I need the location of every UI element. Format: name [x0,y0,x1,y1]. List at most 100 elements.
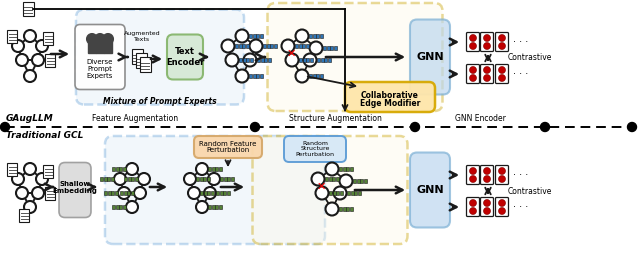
Bar [124,191,127,195]
Bar [22,2,33,16]
Circle shape [12,173,24,185]
Circle shape [483,168,490,175]
Bar [320,74,323,78]
Text: ✕: ✕ [316,182,326,192]
Circle shape [339,175,353,188]
Bar [339,207,342,211]
Bar [140,57,150,71]
Circle shape [134,187,146,199]
Bar [45,53,55,67]
Bar [243,44,245,48]
Bar [260,58,264,62]
Circle shape [312,172,324,186]
Circle shape [285,53,298,67]
Bar [325,177,328,181]
Circle shape [24,201,36,213]
Circle shape [114,173,126,185]
Text: GAugLLM: GAugLLM [6,114,54,123]
Circle shape [24,30,36,42]
Bar [112,167,115,171]
Bar [243,58,246,62]
Circle shape [499,75,506,81]
Circle shape [126,201,138,213]
Bar [250,58,253,62]
Circle shape [196,163,208,175]
Bar [111,177,114,181]
Bar [131,191,134,195]
FancyBboxPatch shape [495,197,509,216]
Bar [220,191,223,195]
Circle shape [499,207,506,215]
Bar [295,44,298,48]
Bar [328,177,332,181]
Circle shape [24,163,36,175]
Circle shape [470,176,477,182]
Bar [340,191,343,195]
Bar [104,177,107,181]
Bar [227,177,230,181]
Bar [339,167,342,171]
Bar [351,191,354,195]
Bar [342,167,346,171]
Bar [231,177,234,181]
Bar [263,44,266,48]
Bar [211,191,214,195]
Circle shape [470,199,477,207]
Circle shape [1,123,10,132]
Bar [332,177,335,181]
Circle shape [24,70,36,82]
Bar [131,49,143,63]
Bar [253,74,255,78]
FancyBboxPatch shape [105,136,325,244]
FancyBboxPatch shape [75,24,125,89]
FancyBboxPatch shape [284,136,346,162]
Bar [268,58,271,62]
Bar [330,46,333,50]
Circle shape [138,173,150,185]
Bar [303,44,305,48]
Bar [219,167,222,171]
Bar [346,207,349,211]
Bar [337,191,339,195]
Bar [19,208,29,222]
Bar [227,191,230,195]
Circle shape [208,173,220,185]
Circle shape [296,30,308,42]
Bar [246,58,250,62]
Bar [204,177,206,181]
Bar [216,167,218,171]
Bar [127,177,131,181]
Text: Text
Encoder: Text Encoder [166,47,204,67]
Circle shape [470,34,477,41]
Bar [239,44,242,48]
Bar [127,191,131,195]
Circle shape [282,40,294,52]
Bar [96,39,104,53]
Bar [123,205,126,209]
Bar [7,30,17,42]
Bar [200,177,203,181]
Bar [120,191,123,195]
Circle shape [32,187,44,199]
Circle shape [204,187,216,199]
Bar [324,58,328,62]
Bar [246,44,249,48]
Bar [260,74,263,78]
Bar [88,39,96,53]
Text: GNN: GNN [416,52,444,62]
Text: Shallow
Embedding: Shallow Embedding [52,181,97,195]
Bar [207,191,211,195]
Circle shape [16,187,28,199]
Circle shape [310,41,323,54]
FancyBboxPatch shape [76,10,244,105]
Text: Random
Structure
Perturbation: Random Structure Perturbation [296,141,335,157]
Bar [108,191,111,195]
Bar [208,205,211,209]
Text: · · ·: · · · [513,37,528,47]
Text: Diverse
Prompt
Experts: Diverse Prompt Experts [87,59,113,79]
Circle shape [627,123,637,132]
Bar [43,164,53,178]
Circle shape [499,34,506,41]
Text: · · ·: · · · [513,170,528,180]
Bar [267,44,269,48]
